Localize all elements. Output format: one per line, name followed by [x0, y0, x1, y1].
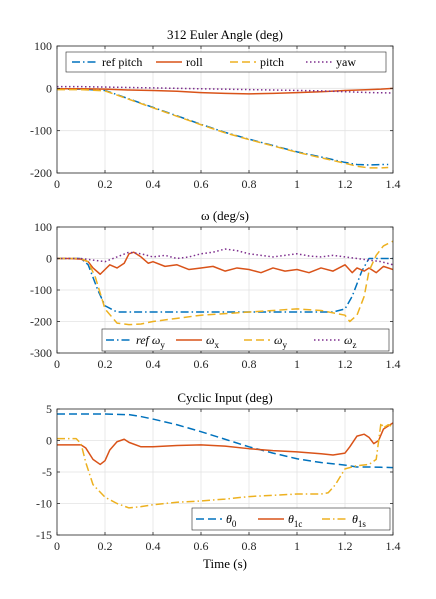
- legend-entry: ωz: [344, 333, 356, 350]
- x-tick-label: 1.4: [386, 357, 401, 371]
- y-tick-label: -100: [30, 124, 52, 138]
- y-tick-label: -200: [30, 315, 52, 329]
- chart-panel-0: 0 0.2 0.4 0.6 0.8 1 1.2 1.4 -200 -100 0 100 312 Eule…: [30, 27, 401, 191]
- y-tick-label: 0: [46, 81, 52, 95]
- legend-entry: θ1s: [352, 512, 366, 529]
- y-tick-label: -200: [30, 166, 52, 180]
- x-tick-label: 1.2: [338, 177, 353, 191]
- x-tick-label: 0.6: [194, 177, 209, 191]
- x-tick-label: 0.4: [146, 357, 161, 371]
- x-tick-label: 0.8: [242, 539, 257, 553]
- y-tick-label: -5: [42, 465, 52, 479]
- series-line-2: [57, 240, 393, 326]
- series-line-2: [57, 88, 389, 169]
- x-tick-label: 0.2: [98, 357, 113, 371]
- x-tick-label: 1.2: [338, 357, 353, 371]
- y-tick-label: 5: [46, 402, 52, 416]
- x-axis-label: Time (s): [203, 556, 247, 571]
- x-tick-label: 0.8: [242, 177, 257, 191]
- x-tick-label: 0: [54, 177, 60, 191]
- x-tick-label: 0.6: [194, 539, 209, 553]
- legend-entry: ωx: [206, 333, 219, 350]
- x-tick-label: 1: [294, 177, 300, 191]
- x-tick-label: 0.4: [146, 177, 161, 191]
- x-tick-label: 1.4: [386, 539, 401, 553]
- x-tick-label: 1: [294, 357, 300, 371]
- x-tick-label: 0.4: [146, 539, 161, 553]
- series-line-1: [57, 251, 393, 275]
- chart-title: Cyclic Input (deg): [177, 390, 272, 405]
- x-tick-label: 0.8: [242, 357, 257, 371]
- x-tick-label: 0: [54, 539, 60, 553]
- legend-entry: ωy: [274, 333, 287, 350]
- y-tick-label: 0: [46, 434, 52, 448]
- chart-title: ω (deg/s): [201, 208, 249, 223]
- series-line-2: [57, 422, 393, 509]
- legend-entry: ref ωy: [136, 333, 165, 350]
- y-tick-label: 100: [34, 39, 52, 53]
- legend-box: [65, 51, 387, 73]
- legend-entry: θ1c: [288, 512, 302, 529]
- y-tick-label: 100: [34, 220, 52, 234]
- x-tick-label: 0.2: [98, 539, 113, 553]
- x-tick-label: 1: [294, 539, 300, 553]
- chart-panel-1: 0 0.2 0.4 0.6 0.8 1 1.2 1.4 -300 -200 -100 0 100 ω (d…: [30, 208, 401, 371]
- series-line-0: [57, 413, 393, 469]
- legend-entry: θ0: [226, 512, 237, 529]
- legend: θ0 θ1c θ1s: [191, 507, 391, 531]
- series-line-1: [57, 422, 393, 466]
- legend-entry: yaw: [336, 55, 356, 69]
- legend: ref ωy ωx ωy ωz: [101, 328, 390, 352]
- x-tick-label: 0.6: [194, 357, 209, 371]
- chart-title: 312 Euler Angle (deg): [167, 27, 283, 42]
- legend-entry: roll: [186, 55, 203, 69]
- chart-panel-2: 0 0.2 0.4 0.6 0.8 1 1.2 1.4 -15 -10 -5 0 5 Cyclic Inp…: [36, 390, 401, 571]
- series-line-1: [57, 87, 393, 95]
- x-tick-label: 1.4: [386, 177, 401, 191]
- x-tick-label: 1.2: [338, 539, 353, 553]
- legend: ref pitch roll pitch yaw: [65, 51, 387, 73]
- legend-entry: pitch: [260, 55, 284, 69]
- y-tick-label: -10: [36, 497, 52, 511]
- y-tick-label: -15: [36, 528, 52, 542]
- axes-box: [56, 45, 394, 174]
- series-line-0: [57, 257, 393, 313]
- y-tick-label: -300: [30, 346, 52, 360]
- y-tick-label: 0: [46, 252, 52, 266]
- legend-box: [191, 507, 391, 531]
- y-tick-label: -100: [30, 283, 52, 297]
- x-tick-label: 0.2: [98, 177, 113, 191]
- series-line-3: [57, 85, 393, 94]
- x-tick-label: 0: [54, 357, 60, 371]
- legend-entry: ref pitch: [102, 55, 142, 69]
